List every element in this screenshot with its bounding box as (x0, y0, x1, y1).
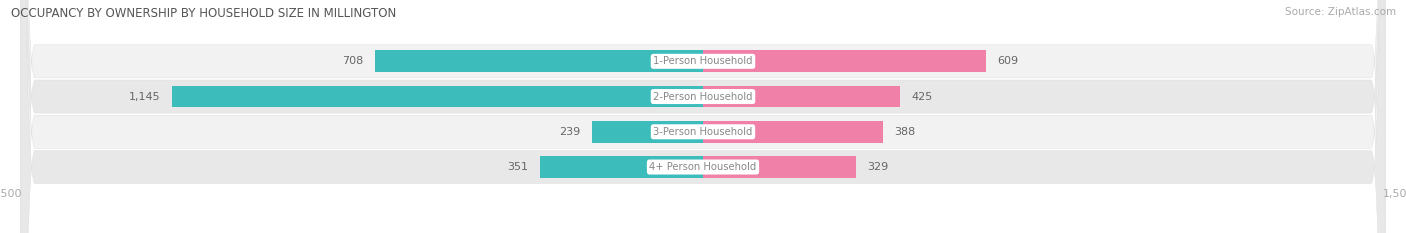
Text: 239: 239 (560, 127, 581, 137)
Text: 1-Person Household: 1-Person Household (654, 56, 752, 66)
Text: 609: 609 (997, 56, 1018, 66)
Text: 1,145: 1,145 (128, 92, 160, 102)
Bar (592, 121, 703, 143)
Text: Source: ZipAtlas.com: Source: ZipAtlas.com (1285, 7, 1396, 17)
Text: 2-Person Household: 2-Person Household (654, 92, 752, 102)
Bar (172, 86, 703, 107)
Text: 4+ Person Household: 4+ Person Household (650, 162, 756, 172)
FancyBboxPatch shape (21, 0, 1385, 233)
Bar (374, 50, 703, 72)
Text: 3-Person Household: 3-Person Household (654, 127, 752, 137)
Text: 329: 329 (868, 162, 889, 172)
Bar (703, 50, 986, 72)
Text: OCCUPANCY BY OWNERSHIP BY HOUSEHOLD SIZE IN MILLINGTON: OCCUPANCY BY OWNERSHIP BY HOUSEHOLD SIZE… (11, 7, 396, 20)
FancyBboxPatch shape (21, 0, 1385, 233)
FancyBboxPatch shape (21, 0, 1385, 233)
Bar (703, 156, 856, 178)
Text: 388: 388 (894, 127, 915, 137)
Text: 425: 425 (911, 92, 934, 102)
FancyBboxPatch shape (21, 0, 1385, 233)
Bar (540, 156, 703, 178)
Bar (703, 86, 900, 107)
Text: 351: 351 (508, 162, 529, 172)
Text: 708: 708 (342, 56, 363, 66)
Bar (703, 121, 883, 143)
